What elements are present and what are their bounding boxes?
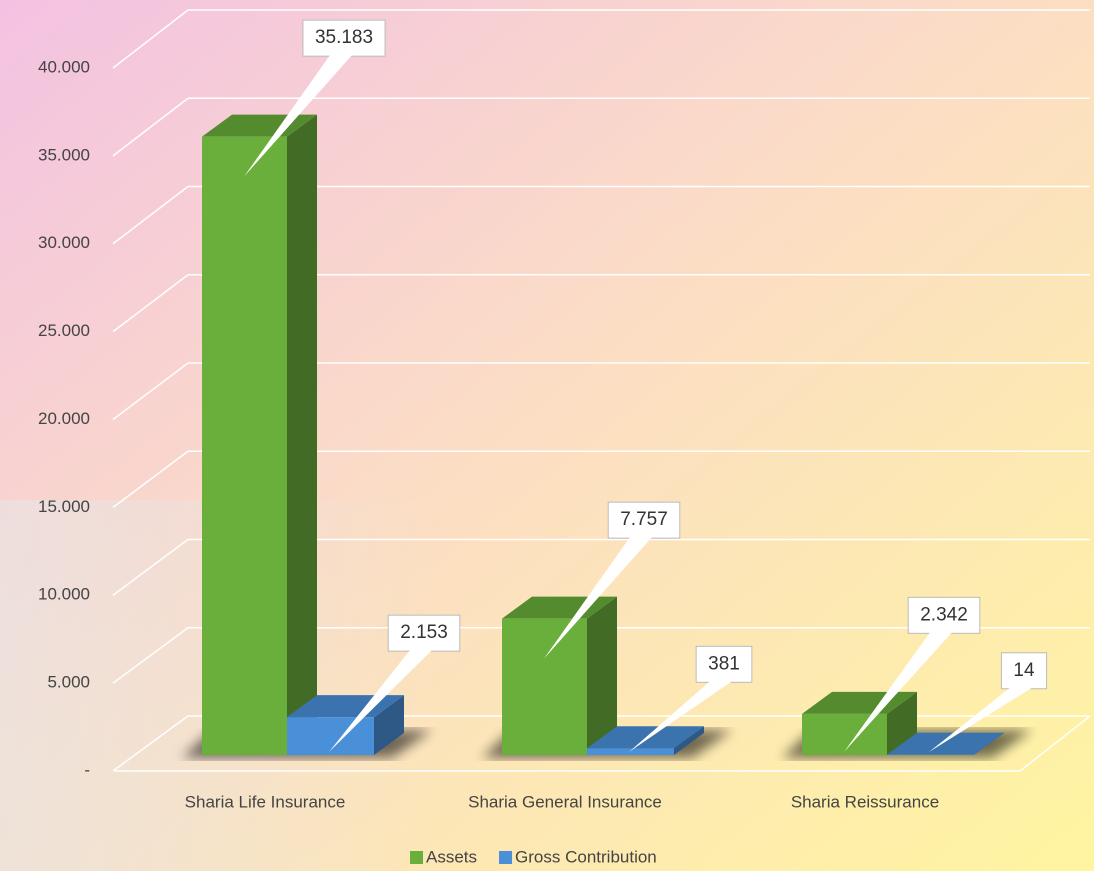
callout-pointer bbox=[329, 650, 432, 752]
floor-edge bbox=[1019, 715, 1091, 772]
bar-top bbox=[587, 726, 704, 749]
legend-label: Assets bbox=[426, 847, 477, 866]
y-tick-label: - bbox=[84, 760, 90, 779]
y-tick-label: 30.000 bbox=[38, 233, 90, 252]
callout-pointer bbox=[629, 681, 732, 752]
bar bbox=[502, 618, 587, 755]
legend-swatch bbox=[499, 851, 513, 864]
bar-side bbox=[674, 726, 704, 755]
callout-pointer bbox=[929, 687, 1032, 752]
grid-line bbox=[112, 9, 189, 69]
y-tick-label: 20.000 bbox=[38, 409, 90, 428]
grid-line bbox=[112, 362, 189, 421]
y-tick-label: 40.000 bbox=[38, 57, 90, 76]
grid-line bbox=[112, 274, 189, 333]
bar-side bbox=[587, 596, 617, 755]
callout-box bbox=[607, 501, 681, 539]
y-tick-label: 25.000 bbox=[38, 321, 90, 340]
y-tick-label: 15.000 bbox=[38, 497, 90, 516]
bar bbox=[587, 748, 674, 755]
data-label: 381 bbox=[708, 653, 740, 674]
bar-side bbox=[887, 691, 917, 755]
bar-side bbox=[374, 695, 404, 755]
grid-line bbox=[112, 97, 189, 157]
data-label: 7.757 bbox=[620, 509, 668, 530]
bar bbox=[287, 717, 374, 755]
bar bbox=[802, 713, 887, 755]
bar-top bbox=[887, 732, 1004, 755]
y-tick-label: 10.000 bbox=[38, 585, 90, 604]
grid-line bbox=[112, 627, 189, 684]
y-tick-label: 35.000 bbox=[38, 145, 90, 164]
bar-side bbox=[974, 732, 1004, 755]
callout-pointer bbox=[244, 55, 352, 177]
data-label: 14 bbox=[1013, 660, 1035, 681]
x-tick-label: Sharia Life Insurance bbox=[185, 792, 346, 811]
y-tick-label: 5.000 bbox=[47, 673, 90, 692]
legend-label: Gross Contribution bbox=[515, 847, 657, 866]
callout-pointer bbox=[844, 632, 952, 752]
grid-line bbox=[112, 185, 189, 245]
callout-box bbox=[302, 19, 386, 57]
callout-box bbox=[695, 645, 753, 683]
bar bbox=[202, 136, 287, 756]
data-label: 2.153 bbox=[400, 622, 448, 643]
data-label: 35.183 bbox=[315, 27, 373, 48]
legend-swatch bbox=[410, 851, 423, 864]
callout-pointer bbox=[544, 537, 652, 659]
grid-line bbox=[112, 715, 189, 772]
x-tick-label: Sharia General Insurance bbox=[468, 792, 662, 811]
grid-line bbox=[112, 538, 189, 596]
x-tick-label: Sharia Reissurance bbox=[791, 792, 939, 811]
bar-side bbox=[287, 114, 317, 756]
data-label: 2.342 bbox=[920, 604, 968, 625]
callout-box bbox=[907, 596, 981, 634]
grid-line bbox=[112, 450, 189, 508]
